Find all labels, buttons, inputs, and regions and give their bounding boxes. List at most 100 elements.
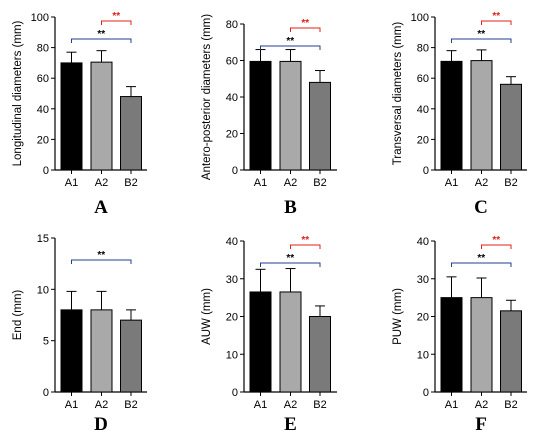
bar-b2 (500, 310, 522, 393)
significance-bracket-red (290, 244, 321, 249)
panel-letter: E (284, 414, 297, 435)
y-tick-label: 20 (226, 129, 238, 141)
panel-e: 0 10 20 30 40 AUW (mm) A1 A2 B2 ** ** E (201, 235, 337, 435)
bar-b2 (309, 316, 331, 393)
significance-label: ** (492, 11, 500, 22)
panel-a: 0 20 40 60 80 100 Longitudinal diameters (mm) A… (12, 11, 147, 218)
significance-bracket-blue (451, 38, 512, 43)
bar-a1 (440, 60, 463, 171)
significance-bracket-blue (260, 45, 321, 50)
bar-b2 (120, 319, 142, 393)
panel-letter: F (475, 414, 487, 435)
x-tick-label: A2 (284, 177, 297, 189)
y-tick-label: 0 (423, 165, 429, 177)
significance-label: ** (477, 253, 485, 264)
y-tick-label: 10 (37, 284, 49, 296)
significance-label: ** (286, 253, 294, 264)
y-tick-label: 60 (417, 73, 429, 85)
bar-a2 (90, 61, 113, 171)
panel-d: 0 5 10 15 End (mm) A1 A2 B2 ** D (12, 233, 147, 435)
x-tick-label: A2 (284, 399, 297, 411)
bar-b2 (309, 81, 331, 171)
x-tick-label: A2 (475, 177, 488, 189)
x-tick-label: A1 (254, 399, 267, 411)
x-tick-label: B2 (124, 399, 137, 411)
bar-a1 (249, 291, 272, 393)
significance-label: ** (112, 11, 120, 22)
significance-bracket-red (290, 27, 321, 32)
significance-label: ** (97, 250, 105, 261)
y-tick-label: 40 (226, 236, 238, 248)
bar-a2 (90, 309, 113, 393)
significance-label: ** (301, 18, 309, 29)
y-tick-label: 0 (43, 387, 49, 399)
y-tick-label: 20 (417, 312, 429, 324)
significance-label: ** (477, 29, 485, 40)
x-tick-label: A2 (475, 399, 488, 411)
y-tick-label: 20 (417, 134, 429, 146)
significance-bracket-blue (71, 259, 132, 264)
x-tick-label: B2 (313, 399, 326, 411)
x-tick-label: B2 (313, 177, 326, 189)
y-tick-label: 15 (37, 233, 49, 245)
panel-letter: B (284, 197, 297, 218)
significance-label: ** (301, 235, 309, 246)
y-tick-label: 0 (232, 165, 238, 177)
bar-a2 (279, 291, 302, 393)
y-tick-label: 80 (226, 19, 238, 31)
panel-f: 0 10 20 30 40 PUW (mm) A1 A2 B2 ** ** F (392, 235, 527, 435)
significance-bracket-blue (451, 262, 512, 267)
bar-a2 (279, 60, 302, 171)
y-tick-label: 20 (226, 312, 238, 324)
panel-letter: D (94, 414, 108, 435)
y-tick-label: 80 (417, 43, 429, 55)
significance-bracket-blue (260, 262, 321, 267)
bar-a1 (440, 297, 463, 393)
y-axis-label: Longitudinal diameters (mm) (12, 20, 24, 166)
x-tick-label: B2 (504, 177, 517, 189)
x-tick-label: B2 (124, 177, 137, 189)
significance-label: ** (286, 36, 294, 47)
y-tick-label: 80 (37, 43, 49, 55)
significance-label: ** (97, 29, 105, 40)
bar-a2 (470, 60, 493, 171)
bar-a1 (60, 62, 83, 171)
y-tick-label: 30 (226, 274, 238, 286)
y-tick-label: 40 (226, 92, 238, 104)
y-tick-label: 0 (423, 387, 429, 399)
y-axis-label: PUW (mm) (392, 288, 404, 345)
y-tick-label: 40 (417, 236, 429, 248)
bar-a1 (249, 60, 272, 171)
x-tick-label: A1 (445, 177, 458, 189)
y-tick-label: 0 (43, 165, 49, 177)
x-tick-label: A1 (65, 177, 78, 189)
bar-a2 (470, 297, 493, 393)
significance-bracket-red (101, 20, 132, 25)
bar-b2 (500, 83, 522, 171)
y-tick-label: 60 (226, 56, 238, 68)
y-tick-label: 40 (417, 104, 429, 116)
y-tick-label: 30 (417, 274, 429, 286)
bar-b2 (120, 96, 142, 171)
significance-bracket-blue (71, 38, 132, 43)
significance-bracket-red (481, 244, 512, 249)
x-tick-label: A1 (445, 399, 458, 411)
x-tick-label: A1 (254, 177, 267, 189)
y-axis-label: Transversal diameters (mm) (392, 22, 404, 166)
significance-label: ** (492, 235, 500, 246)
significance-bracket-red (481, 20, 512, 25)
x-tick-label: A2 (95, 399, 108, 411)
x-tick-label: A1 (65, 399, 78, 411)
y-tick-label: 60 (37, 73, 49, 85)
y-tick-label: 0 (232, 387, 238, 399)
y-axis-label: End (mm) (12, 290, 24, 341)
y-tick-label: 100 (411, 12, 429, 24)
bar-a1 (60, 309, 83, 393)
panel-letter: A (94, 197, 108, 218)
y-axis-label: Antero-posterior diameters (mm) (201, 14, 213, 180)
y-tick-label: 5 (43, 336, 49, 348)
y-tick-label: 10 (226, 349, 238, 361)
panel-b: 0 20 40 60 80 Antero-posterior diameters (mm)… (201, 14, 337, 218)
y-tick-label: 20 (37, 134, 49, 146)
